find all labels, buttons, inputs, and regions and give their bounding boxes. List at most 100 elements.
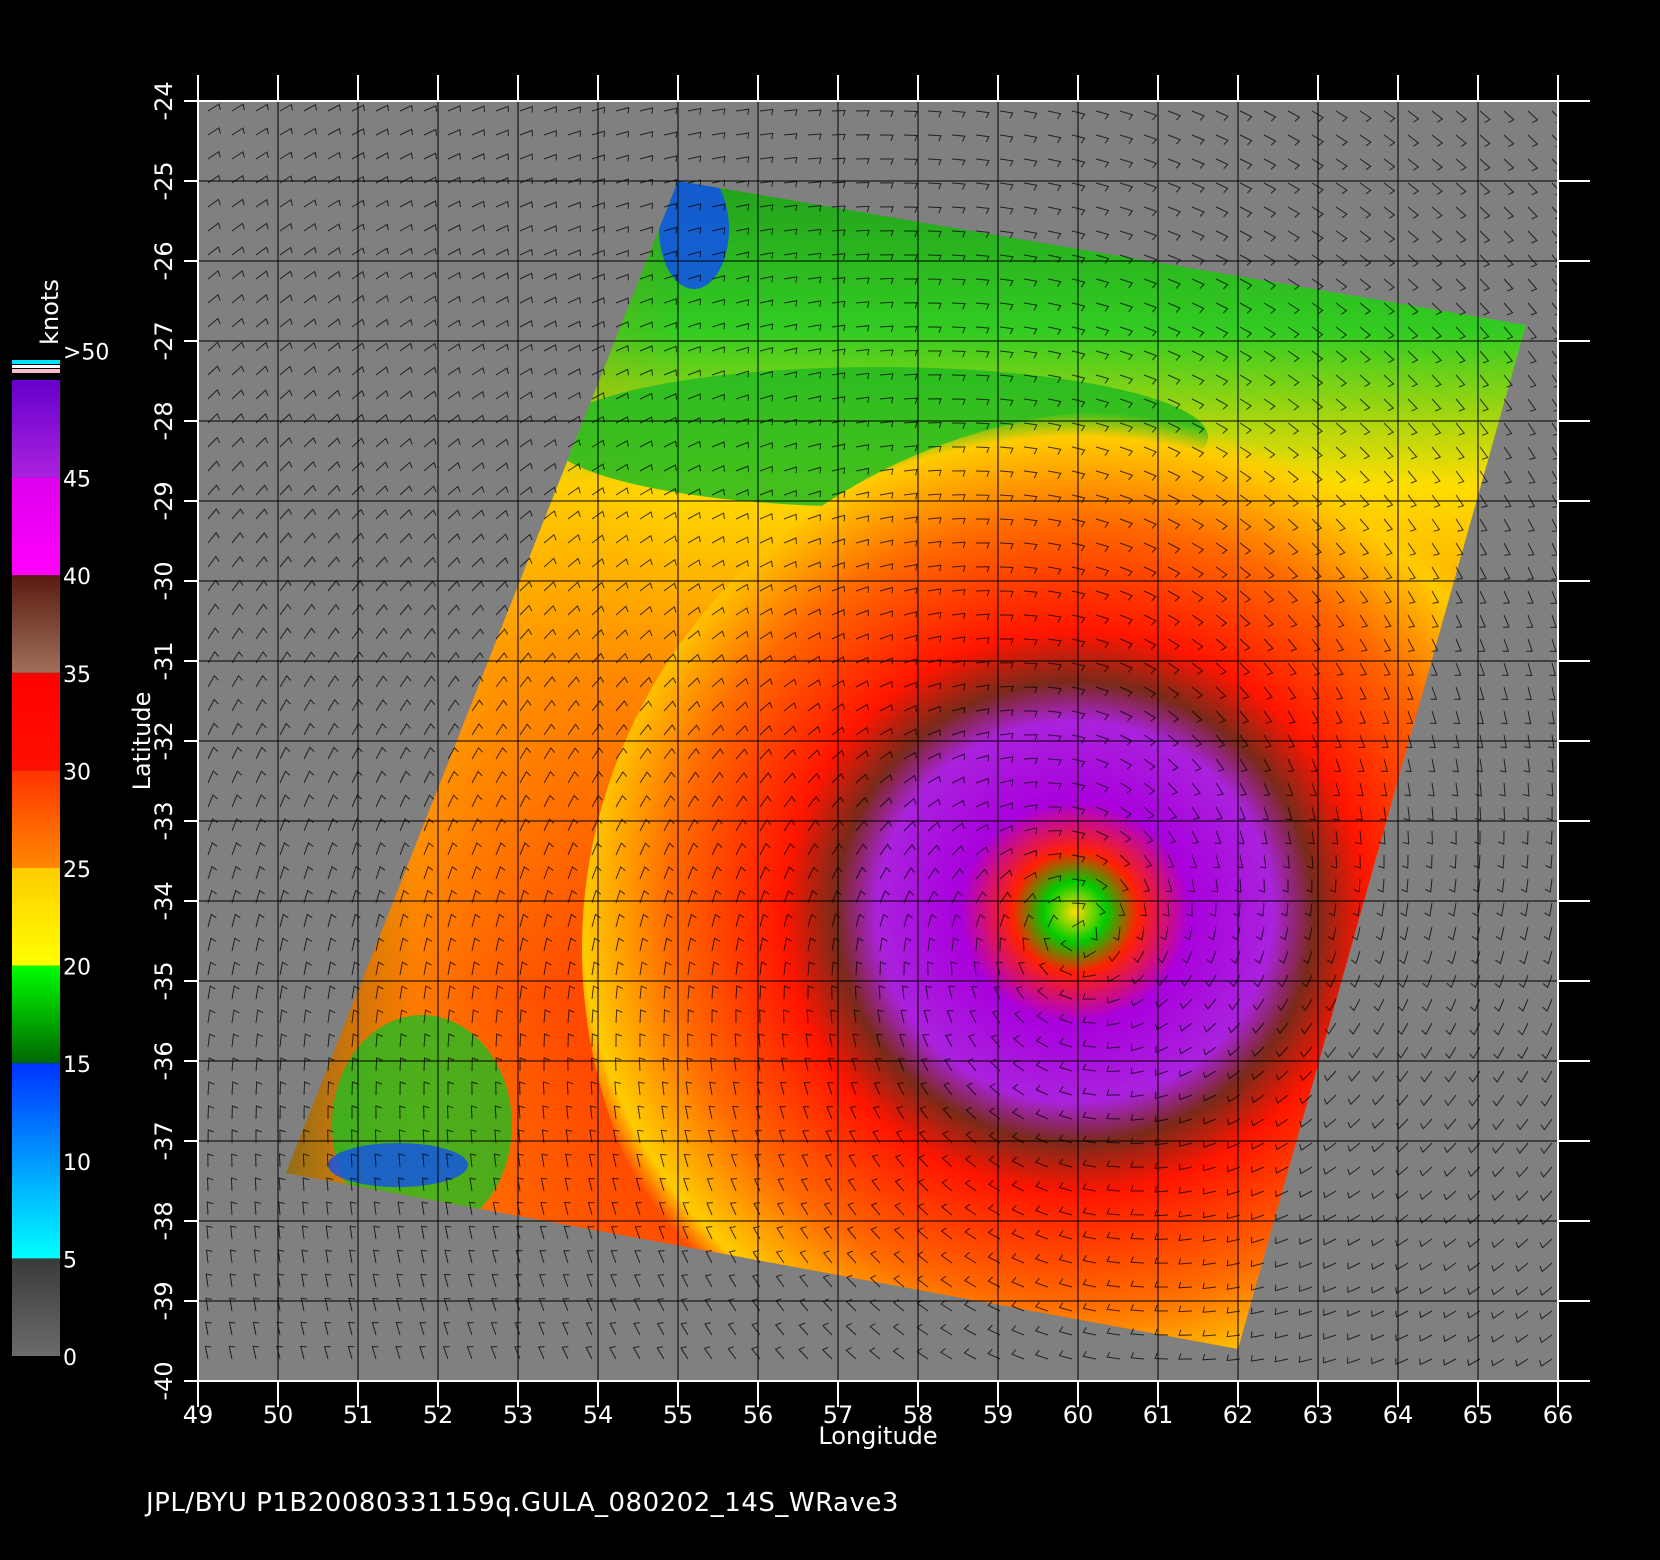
wind-barb — [303, 1105, 310, 1120]
wind-barb — [1047, 710, 1062, 719]
wind-barb — [229, 1249, 237, 1264]
wind-barb — [1011, 1325, 1025, 1336]
wind-barb — [1047, 758, 1062, 766]
wind-barb — [1335, 542, 1346, 556]
wind-barb — [399, 247, 413, 256]
wind-barb — [633, 1298, 641, 1312]
wind-barb — [1239, 638, 1251, 652]
wind-barb — [1143, 686, 1157, 698]
wind-barb — [807, 796, 820, 808]
wind-barb — [1503, 134, 1515, 148]
wind-barb — [1420, 1070, 1433, 1083]
wind-barb — [254, 1201, 261, 1216]
wind-barb — [917, 1178, 929, 1192]
wind-barb — [807, 371, 822, 379]
wind-barb — [471, 794, 483, 808]
wind-barb — [807, 772, 821, 784]
wind-barb — [1515, 1214, 1529, 1225]
wind-barb — [591, 534, 605, 544]
wind-barb — [228, 1345, 236, 1360]
wind-barb — [735, 771, 748, 784]
wind-barb — [1287, 542, 1299, 556]
wind-barb — [327, 913, 337, 928]
wind-barb — [1431, 206, 1443, 219]
wind-barb — [255, 341, 269, 352]
wind-barb — [447, 604, 460, 616]
wind-barb — [351, 461, 365, 472]
wind-barb — [783, 702, 797, 712]
wind-barb — [686, 1057, 693, 1072]
wind-barb — [807, 514, 821, 521]
wind-barb — [255, 913, 265, 928]
wind-barb — [922, 1034, 929, 1048]
wind-barb — [1167, 206, 1181, 217]
wind-barb — [1023, 892, 1037, 904]
wind-barb — [711, 583, 725, 592]
wind-barb — [1429, 734, 1436, 749]
wind-barb — [588, 1153, 596, 1168]
wind-barb — [567, 676, 580, 688]
wind-barb — [1431, 374, 1442, 388]
wind-barb — [634, 1226, 642, 1240]
wind-barb — [1383, 614, 1392, 628]
x-tick-label: 60 — [1063, 1401, 1094, 1429]
wind-barb — [1335, 686, 1344, 700]
wind-barb — [1251, 1166, 1265, 1174]
wind-barb — [447, 461, 461, 472]
wind-barb — [923, 1009, 931, 1024]
wind-barb — [1359, 230, 1372, 243]
wind-barb — [1047, 422, 1062, 431]
wind-barb — [1143, 110, 1158, 121]
wind-barb — [591, 889, 602, 904]
wind-barb — [1034, 1253, 1049, 1264]
wind-barb — [325, 1225, 333, 1240]
wind-barb — [1407, 590, 1416, 604]
wind-barb — [519, 747, 531, 760]
wind-barb — [639, 866, 650, 880]
wind-barb — [1191, 686, 1203, 699]
wind-barb — [1263, 374, 1276, 387]
wind-barb — [493, 1153, 501, 1168]
wind-barb — [951, 517, 966, 525]
wind-barb — [855, 586, 869, 593]
wind-barb — [399, 437, 413, 448]
wind-barb — [420, 1249, 428, 1264]
wind-barb — [279, 246, 293, 256]
wind-barb — [1359, 590, 1369, 604]
wind-barb — [255, 270, 269, 280]
wind-barb — [711, 653, 725, 664]
wind-barb — [1143, 806, 1155, 820]
wind-barb — [663, 629, 677, 640]
wind-barb — [879, 444, 894, 452]
wind-barb — [1323, 1238, 1337, 1246]
wind-barb — [879, 325, 894, 333]
wind-barb — [1431, 278, 1443, 292]
wind-barb — [471, 295, 485, 304]
wind-barb — [399, 366, 413, 376]
wind-barb — [687, 322, 701, 329]
wind-barb — [351, 818, 362, 832]
wind-barb — [207, 985, 216, 1000]
wind-barb — [447, 248, 461, 256]
wind-barb — [946, 1010, 954, 1024]
wind-barb — [615, 487, 629, 496]
wind-barb — [492, 1225, 500, 1240]
wind-barb — [419, 1346, 426, 1360]
colorbar-band — [12, 380, 60, 478]
wind-barb — [754, 1130, 762, 1144]
wind-barb — [591, 201, 605, 209]
wind-barb — [783, 347, 798, 355]
wind-barb — [1419, 1166, 1433, 1177]
x-tick-label: 58 — [903, 1401, 934, 1429]
wind-barb — [1095, 710, 1110, 721]
wind-barb — [663, 653, 677, 664]
wind-barb — [327, 627, 340, 640]
x-tick-label: 57 — [823, 1401, 854, 1429]
wind-barb — [1119, 398, 1134, 409]
wind-barb — [903, 421, 918, 428]
wind-barb — [615, 297, 629, 305]
wind-barb — [374, 1153, 382, 1168]
wind-barb — [1517, 1070, 1529, 1083]
wind-barb — [423, 461, 437, 472]
wind-barb — [324, 1321, 331, 1336]
